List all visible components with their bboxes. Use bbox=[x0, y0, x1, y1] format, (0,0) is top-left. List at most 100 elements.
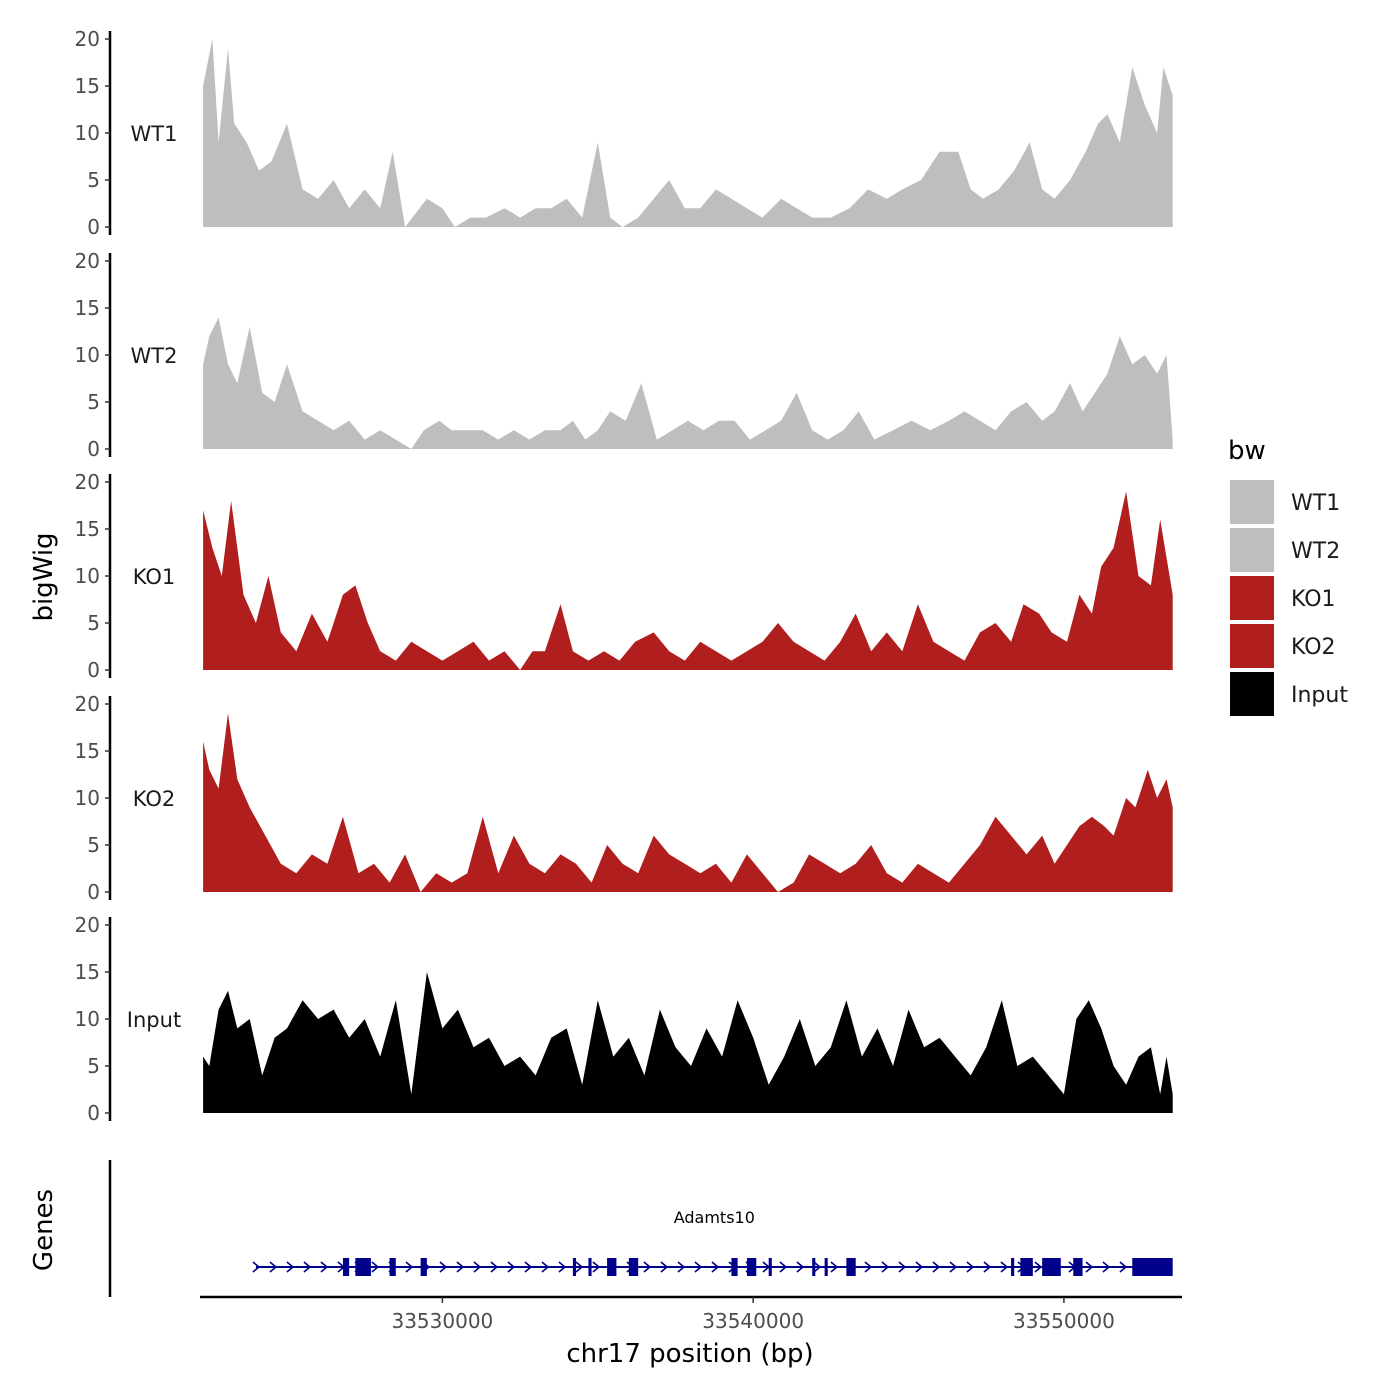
strand-arrow bbox=[507, 1261, 516, 1273]
track-ko2: 0 5 10 15 20 KO2 bbox=[75, 692, 1173, 904]
legend-label-wt2: WT2 bbox=[1291, 539, 1340, 564]
track-label-input: Input bbox=[127, 1008, 181, 1032]
strand-arrow bbox=[813, 1261, 822, 1273]
strand-arrow bbox=[932, 1261, 941, 1273]
gene-adamts10: Adamts10 bbox=[252, 1208, 1173, 1276]
strand-arrow bbox=[677, 1261, 686, 1273]
x-tick-label: 33540000 bbox=[702, 1309, 804, 1333]
exon bbox=[1132, 1258, 1173, 1276]
exon bbox=[355, 1258, 371, 1276]
y-tick-label: 15 bbox=[75, 960, 100, 984]
track-label-ko1: KO1 bbox=[133, 565, 176, 589]
gene-label: Adamts10 bbox=[674, 1208, 755, 1227]
y-tick-label: 5 bbox=[87, 611, 100, 635]
strand-arrow bbox=[949, 1261, 958, 1273]
strand-arrow bbox=[1034, 1261, 1043, 1273]
legend-label-wt1: WT1 bbox=[1291, 491, 1340, 516]
strand-arrow bbox=[371, 1261, 380, 1273]
y-tick-label: 20 bbox=[75, 913, 100, 937]
legend-label-input: Input bbox=[1291, 683, 1348, 708]
strand-arrow bbox=[575, 1261, 584, 1273]
track-label-ko2: KO2 bbox=[133, 787, 176, 811]
strand-arrow bbox=[983, 1261, 992, 1273]
strand-arrow bbox=[456, 1261, 465, 1273]
legend-label-ko1: KO1 bbox=[1291, 587, 1336, 612]
y-tick-label: 0 bbox=[87, 215, 100, 239]
exon bbox=[1073, 1258, 1083, 1276]
x-axis-title: chr17 position (bp) bbox=[566, 1339, 813, 1369]
legend-key-input bbox=[1230, 672, 1274, 716]
track-ko1: 0 5 10 15 20 KO1 bbox=[75, 470, 1173, 682]
y-tick-label: 15 bbox=[75, 74, 100, 98]
strand-arrow bbox=[711, 1261, 720, 1273]
exon bbox=[572, 1258, 577, 1276]
x-tick-label: 33550000 bbox=[1013, 1309, 1115, 1333]
strand-arrow bbox=[269, 1261, 278, 1273]
exon bbox=[1042, 1258, 1061, 1276]
exon bbox=[607, 1258, 617, 1276]
y-tick-label: 10 bbox=[75, 343, 100, 367]
track-label-wt1: WT1 bbox=[131, 122, 178, 146]
strand-arrow bbox=[439, 1261, 448, 1273]
legend-label-ko2: KO2 bbox=[1291, 635, 1336, 660]
y-tick-label: 0 bbox=[87, 437, 100, 461]
area-input bbox=[203, 972, 1173, 1113]
strand-arrow bbox=[405, 1261, 414, 1273]
y-tick-label: 10 bbox=[75, 121, 100, 145]
y-tick-label: 15 bbox=[75, 517, 100, 541]
strand-arrow bbox=[694, 1261, 703, 1273]
x-axis: 33530000 33540000 33550000 bbox=[200, 1295, 1182, 1333]
track-wt2: 0 5 10 15 20 WT2 bbox=[75, 249, 1173, 461]
strand-arrow bbox=[966, 1261, 975, 1273]
strand-arrow bbox=[558, 1261, 567, 1273]
y-axis-title: bigWig bbox=[29, 532, 59, 621]
strand-arrow bbox=[796, 1261, 805, 1273]
legend-key-ko1 bbox=[1230, 576, 1274, 620]
y-tick-label: 20 bbox=[75, 692, 100, 716]
exon bbox=[588, 1258, 592, 1276]
track-label-wt2: WT2 bbox=[131, 344, 178, 368]
y-tick-label: 10 bbox=[75, 1007, 100, 1031]
strand-arrow bbox=[1000, 1261, 1009, 1273]
exon bbox=[731, 1258, 738, 1276]
exon bbox=[1011, 1258, 1015, 1276]
area-wt1 bbox=[203, 39, 1173, 227]
strand-arrow bbox=[830, 1261, 839, 1273]
exon bbox=[342, 1258, 350, 1276]
strand-arrow bbox=[524, 1261, 533, 1273]
strand-arrow bbox=[881, 1261, 890, 1273]
strand-arrow bbox=[864, 1261, 873, 1273]
strand-arrow bbox=[643, 1261, 652, 1273]
gene-track: Adamts10 bbox=[108, 1160, 1173, 1297]
strand-arrow bbox=[286, 1261, 295, 1273]
exon bbox=[628, 1258, 639, 1276]
exon bbox=[1020, 1258, 1033, 1276]
y-tick-label: 10 bbox=[75, 786, 100, 810]
y-tick-label: 15 bbox=[75, 739, 100, 763]
strand-arrow bbox=[915, 1261, 924, 1273]
exon bbox=[746, 1258, 757, 1276]
strand-arrow bbox=[1119, 1261, 1128, 1273]
y-tick-label: 0 bbox=[87, 1101, 100, 1125]
legend-key-wt1 bbox=[1230, 480, 1274, 524]
area-wt2 bbox=[203, 317, 1173, 449]
y-tick-label: 5 bbox=[87, 168, 100, 192]
strand-arrow bbox=[1085, 1261, 1094, 1273]
strand-arrow bbox=[592, 1261, 601, 1273]
strand-arrow bbox=[473, 1261, 482, 1273]
coverage-tracks: 0 5 10 15 20 WT1 0 5 10 15 20 WT2 0 5 10 15 20 KO1 0 5 10 15 2… bbox=[75, 27, 1173, 1125]
y-tick-label: 20 bbox=[75, 27, 100, 51]
legend-key-wt2 bbox=[1230, 528, 1274, 572]
y-tick-label: 10 bbox=[75, 564, 100, 588]
strand-arrow bbox=[541, 1261, 550, 1273]
exon bbox=[824, 1258, 828, 1276]
y-tick-label: 15 bbox=[75, 296, 100, 320]
exon bbox=[768, 1258, 772, 1276]
y-tick-label: 5 bbox=[87, 1054, 100, 1078]
y-tick-label: 20 bbox=[75, 470, 100, 494]
exon bbox=[812, 1258, 816, 1276]
legend-key-ko2 bbox=[1230, 624, 1274, 668]
strand-arrow bbox=[320, 1261, 329, 1273]
strand-arrow bbox=[252, 1261, 261, 1273]
y-tick-label: 0 bbox=[87, 880, 100, 904]
